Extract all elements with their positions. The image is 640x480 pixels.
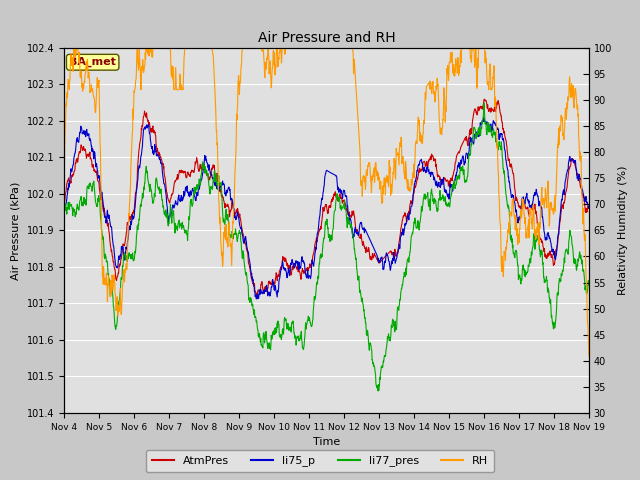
Title: Air Pressure and RH: Air Pressure and RH — [257, 32, 396, 46]
Legend: AtmPres, li75_p, li77_pres, RH: AtmPres, li75_p, li77_pres, RH — [146, 450, 494, 472]
Text: BA_met: BA_met — [69, 57, 116, 67]
X-axis label: Time: Time — [313, 437, 340, 447]
Y-axis label: Relativity Humidity (%): Relativity Humidity (%) — [618, 166, 628, 295]
Y-axis label: Air Pressure (kPa): Air Pressure (kPa) — [11, 181, 21, 279]
